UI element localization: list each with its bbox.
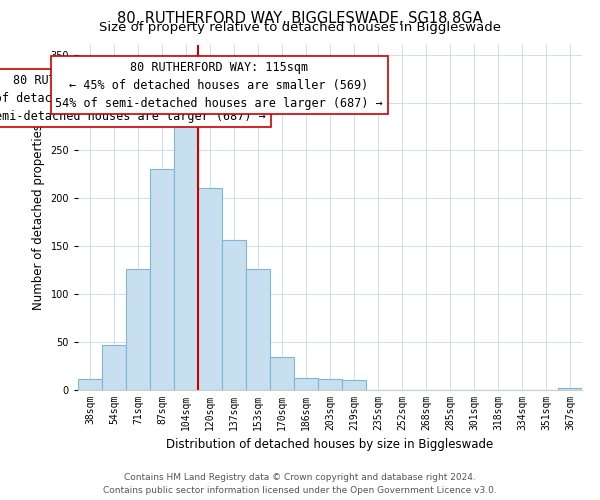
Bar xyxy=(246,269,270,390)
Bar xyxy=(198,188,222,390)
Text: 80, RUTHERFORD WAY, BIGGLESWADE, SG18 8GA: 80, RUTHERFORD WAY, BIGGLESWADE, SG18 8G… xyxy=(117,11,483,26)
Text: Contains HM Land Registry data © Crown copyright and database right 2024.
Contai: Contains HM Land Registry data © Crown c… xyxy=(103,473,497,495)
Bar xyxy=(270,358,294,390)
Bar xyxy=(126,269,150,390)
Bar xyxy=(558,388,582,390)
Bar xyxy=(342,380,366,390)
Bar xyxy=(102,345,126,390)
Text: 80 RUTHERFORD WAY: 115sqm
← 45% of detached houses are smaller (569)
54% of semi: 80 RUTHERFORD WAY: 115sqm ← 45% of detac… xyxy=(55,60,383,110)
Bar xyxy=(174,119,198,390)
Bar xyxy=(294,378,318,390)
X-axis label: Distribution of detached houses by size in Biggleswade: Distribution of detached houses by size … xyxy=(166,438,494,452)
Bar xyxy=(78,380,102,390)
Text: 80 RUTHERFORD WAY: 115sqm
← 45% of detached houses are smaller (569)
54% of semi: 80 RUTHERFORD WAY: 115sqm ← 45% of detac… xyxy=(0,74,266,122)
Bar xyxy=(318,378,342,390)
Bar xyxy=(222,240,246,390)
Y-axis label: Number of detached properties: Number of detached properties xyxy=(32,124,45,310)
Text: Size of property relative to detached houses in Biggleswade: Size of property relative to detached ho… xyxy=(99,21,501,34)
Bar xyxy=(150,168,174,390)
